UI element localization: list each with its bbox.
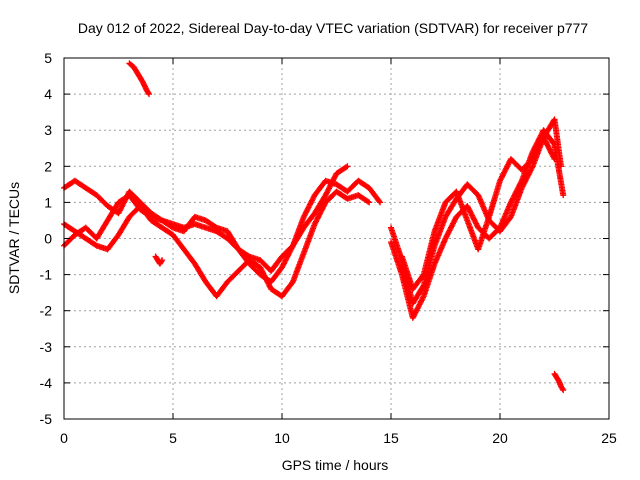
y-tick-label: -2 [40, 303, 53, 319]
x-tick-label: 20 [492, 430, 508, 446]
axis-ticks: 0 5 10 15 20 25 -5 -4 -3 -2 -1 0 1 2 3 4 5 [40, 50, 617, 446]
data-point [559, 385, 566, 392]
y-tick-label: 4 [44, 86, 52, 102]
y-tick-label: 0 [44, 231, 52, 247]
data-point [366, 199, 373, 206]
y-tick-label: -4 [40, 375, 53, 391]
x-tick-label: 25 [601, 430, 617, 446]
y-tick-label: 3 [44, 122, 52, 138]
y-tick-label: -1 [40, 267, 53, 283]
series-arc-bottom [551, 370, 567, 394]
series-track-a [61, 177, 384, 285]
data-points [61, 60, 567, 394]
data-point [343, 164, 350, 171]
series-segment-small [152, 253, 166, 267]
x-tick-label: 10 [274, 430, 290, 446]
data-point [376, 198, 383, 205]
y-tick-label: 2 [44, 158, 52, 174]
series-arc-top [126, 60, 153, 98]
data-point [159, 257, 166, 264]
data-point [344, 163, 351, 170]
x-tick-label: 0 [60, 430, 68, 446]
x-tick-label: 5 [169, 430, 177, 446]
y-tick-label: 5 [44, 50, 52, 66]
y-tick-label: -3 [40, 339, 53, 355]
y-axis-label: SDTVAR / TECUs [6, 182, 22, 294]
data-point [551, 156, 558, 163]
x-tick-label: 15 [383, 430, 399, 446]
series-track-c [61, 163, 351, 274]
data-point [158, 258, 165, 265]
series-track-e [388, 127, 567, 321]
y-tick-label: 1 [44, 194, 52, 210]
data-point [560, 387, 567, 394]
series-track-f [398, 134, 558, 293]
data-point [419, 283, 426, 290]
data-point [550, 140, 557, 147]
data-point [560, 192, 567, 199]
y-tick-label: -5 [40, 411, 53, 427]
x-axis-label: GPS time / hours [282, 457, 389, 473]
data-point [146, 91, 153, 98]
data-point [145, 89, 152, 96]
data-point [377, 199, 384, 206]
data-point [419, 272, 426, 279]
chart-title: Day 012 of 2022, Sidereal Day-to-day VTE… [78, 20, 588, 36]
grid [64, 58, 609, 419]
data-point [364, 198, 371, 205]
